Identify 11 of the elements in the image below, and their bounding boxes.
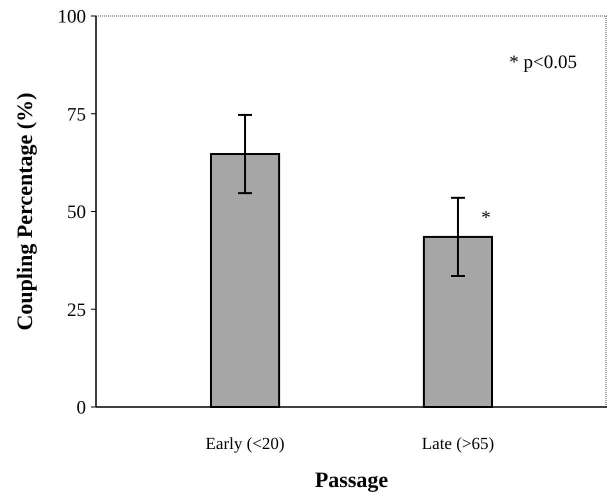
y-tick-label: 25 — [67, 300, 86, 321]
x-tick-label: Early (<20) — [206, 434, 285, 453]
annotation: * — [481, 207, 491, 228]
x-axis-title: Passage — [314, 467, 388, 492]
y-tick-label: 100 — [58, 6, 86, 28]
annotation: * p<0.05 — [509, 52, 577, 73]
y-tick-label: 0 — [76, 398, 86, 419]
x-tick-label: Late (>65) — [422, 434, 494, 453]
y-tick-label: 75 — [67, 104, 86, 126]
y-axis-title: Coupling Percentage (%) — [12, 92, 37, 330]
y-tick-label: 50 — [67, 202, 86, 224]
